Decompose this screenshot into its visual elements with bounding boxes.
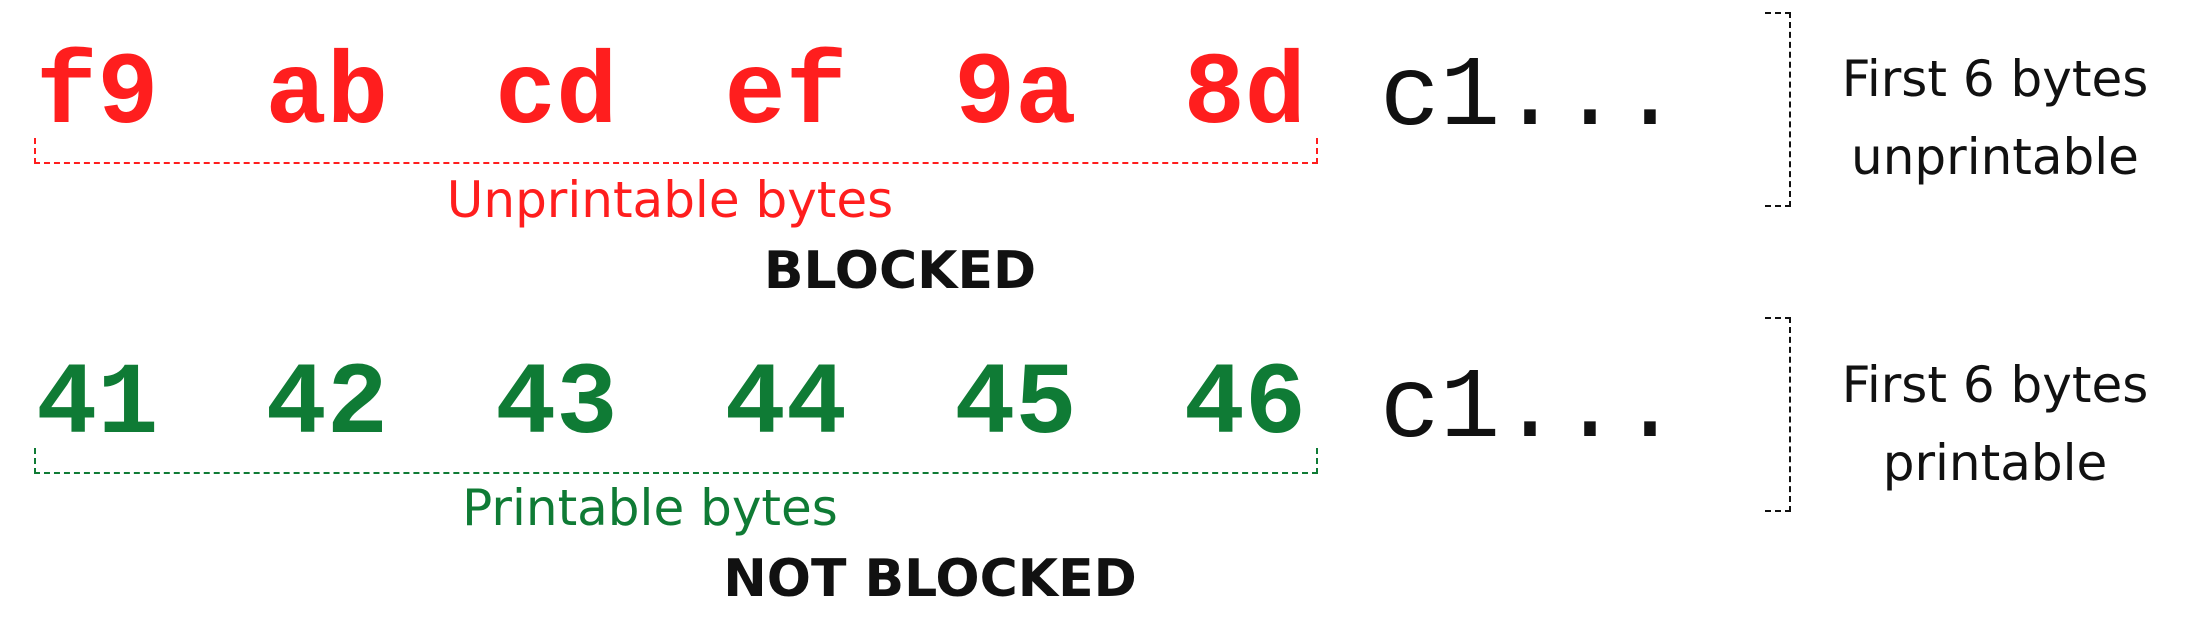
blocked-status: BLOCKED: [763, 241, 1037, 301]
note-line: First 6 bytes: [1841, 356, 2149, 414]
byte-value: f9: [36, 37, 159, 153]
printable-note: First 6 bytes printable: [1800, 346, 2190, 502]
unprintable-bytes-brace: [34, 138, 1318, 164]
remaining-bytes: c1...: [1380, 42, 1681, 155]
not-blocked-status: NOT BLOCKED: [723, 549, 1137, 609]
byte-value: 43: [495, 347, 618, 463]
note-line: unprintable: [1851, 128, 2139, 186]
byte-value: 8d: [1183, 37, 1306, 153]
printable-bytes-caption: Printable bytes: [462, 479, 838, 537]
note-bracket: [1765, 317, 1791, 512]
byte-value: 45: [954, 347, 1077, 463]
byte-value: cd: [495, 37, 618, 153]
byte-value: 42: [265, 347, 388, 463]
byte-value: ef: [724, 37, 847, 153]
unprintable-bytes-caption: Unprintable bytes: [446, 171, 894, 229]
unprintable-byte-sequence: f9 ab cd ef 9a 8d: [36, 40, 1306, 150]
byte-value: 41: [36, 347, 159, 463]
note-bracket: [1765, 12, 1791, 207]
unprintable-note: First 6 bytes unprintable: [1800, 40, 2190, 196]
byte-value: 44: [724, 347, 847, 463]
printable-byte-sequence: 41 42 43 44 45 46: [36, 350, 1306, 460]
byte-value: 46: [1183, 347, 1306, 463]
note-line: printable: [1882, 434, 2108, 492]
remaining-bytes: c1...: [1380, 354, 1681, 467]
note-line: First 6 bytes: [1841, 50, 2149, 108]
printable-bytes-brace: [34, 448, 1318, 474]
byte-value: ab: [265, 37, 388, 153]
byte-value: 9a: [954, 37, 1077, 153]
